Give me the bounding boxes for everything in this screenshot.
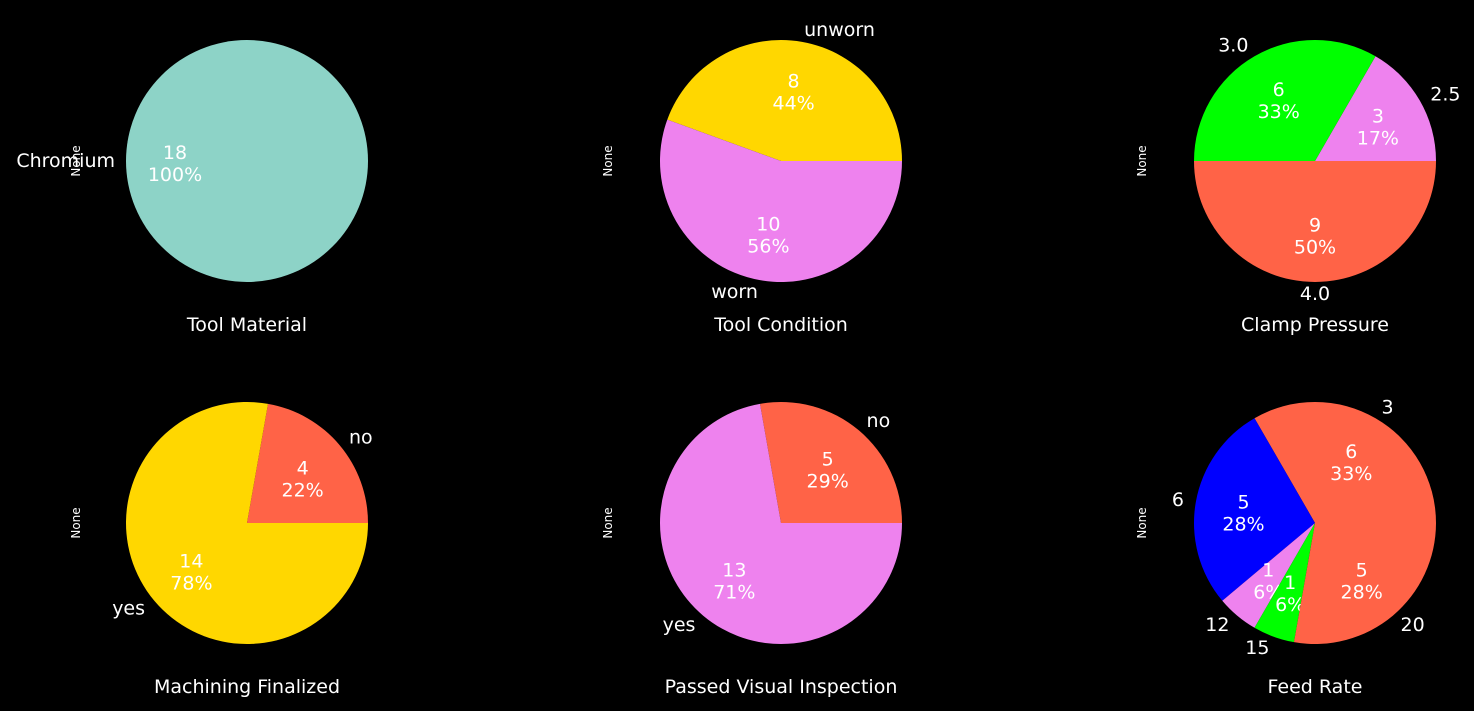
slice-value-label: 14 xyxy=(179,551,203,573)
pie-slice xyxy=(1194,40,1376,161)
slice-category-label: 4.0 xyxy=(1300,283,1330,305)
pie-slice xyxy=(1222,523,1315,628)
slice-category-label: Chromium xyxy=(16,150,115,172)
slice-percent-label: 56% xyxy=(747,235,789,257)
slice-category-label: no xyxy=(867,410,891,432)
slice-category-label: no xyxy=(349,426,373,448)
pie-slice xyxy=(125,401,368,644)
pie-slice xyxy=(1293,523,1436,645)
slice-value-label: 6 xyxy=(1345,441,1357,463)
slice-value-label: 3 xyxy=(1372,106,1384,128)
pie-slice xyxy=(1194,161,1436,282)
slice-percent-label: 6% xyxy=(1275,594,1305,616)
pie-slice xyxy=(1254,402,1436,523)
slice-percent-label: 28% xyxy=(1222,513,1264,535)
slice-category-label: 3.0 xyxy=(1218,35,1248,57)
slice-category-label: worn xyxy=(711,281,758,303)
slice-value-label: 13 xyxy=(722,560,746,582)
slice-value-label: 5 xyxy=(1237,491,1249,513)
pie-slice xyxy=(759,402,902,523)
slice-value-label: 4 xyxy=(297,457,309,479)
pie-slice xyxy=(247,403,368,523)
pie-slice xyxy=(1254,523,1315,643)
slice-category-label: unworn xyxy=(804,19,875,41)
y-axis-label: None xyxy=(601,145,615,176)
slice-category-label: 15 xyxy=(1245,637,1269,659)
slice-category-label: 12 xyxy=(1205,614,1229,636)
chart-title: Clamp Pressure xyxy=(1241,314,1389,336)
slice-category-label: 20 xyxy=(1401,614,1425,636)
slice-percent-label: 50% xyxy=(1294,237,1336,259)
chart-title: Tool Material xyxy=(186,314,307,336)
slice-value-label: 5 xyxy=(1356,560,1368,582)
slice-percent-label: 100% xyxy=(148,164,202,186)
slice-category-label: 3 xyxy=(1382,397,1394,419)
slice-value-label: 18 xyxy=(163,142,187,164)
y-axis-label: None xyxy=(601,507,615,538)
pie-slice xyxy=(1193,418,1315,601)
pie-slice xyxy=(1315,56,1436,162)
pie-slice xyxy=(667,40,902,161)
slice-value-label: 1 xyxy=(1284,572,1296,594)
slice-category-label: 2.5 xyxy=(1430,83,1460,105)
slice-value-label: 10 xyxy=(756,213,780,235)
slice-percent-label: 17% xyxy=(1357,128,1399,150)
slice-category-label: yes xyxy=(112,598,145,620)
slice-value-label: 1 xyxy=(1262,560,1274,582)
slice-value-label: 8 xyxy=(788,71,800,93)
pie-chart-3: 317% 2.5 633% 3.0 950% 4.0 None Clamp Pressure xyxy=(1135,35,1460,336)
pie-slice xyxy=(659,403,902,645)
slice-percent-label: 71% xyxy=(713,582,755,604)
slice-category-label: yes xyxy=(663,614,696,636)
slice-percent-label: 33% xyxy=(1258,101,1300,123)
slice-category-label: 6 xyxy=(1172,489,1184,511)
y-axis-label: None xyxy=(1135,145,1149,176)
y-axis-label: None xyxy=(1135,507,1149,538)
slice-percent-label: 29% xyxy=(807,470,849,492)
pie-slice xyxy=(126,40,368,282)
chart-title: Passed Visual Inspection xyxy=(665,676,898,698)
slice-value-label: 9 xyxy=(1309,215,1321,237)
slice-percent-label: 28% xyxy=(1341,582,1383,604)
chart-title: Tool Condition xyxy=(713,314,848,336)
slice-value-label: 6 xyxy=(1273,79,1285,101)
slice-percent-label: 78% xyxy=(170,573,212,595)
slice-percent-label: 33% xyxy=(1330,463,1372,485)
slice-percent-label: 22% xyxy=(281,479,323,501)
chart-title: Feed Rate xyxy=(1268,676,1363,698)
slice-percent-label: 44% xyxy=(772,93,814,115)
slice-value-label: 5 xyxy=(822,448,834,470)
y-axis-label: None xyxy=(69,145,83,176)
chart-title: Machining Finalized xyxy=(154,676,340,698)
pie-slice xyxy=(659,119,902,283)
y-axis-label: None xyxy=(69,507,83,538)
